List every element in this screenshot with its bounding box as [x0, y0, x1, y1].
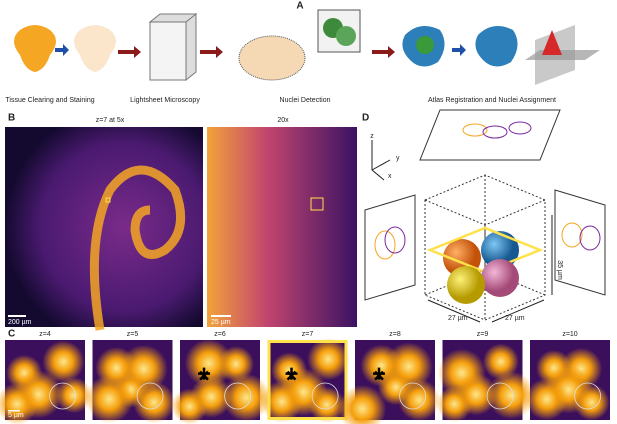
slice-label: z=6	[214, 331, 226, 338]
nucleus-blob	[42, 340, 85, 383]
nucleus-outline	[311, 382, 339, 410]
nuclei-cloud	[238, 35, 306, 81]
outline	[508, 121, 532, 135]
nucleus-outline	[486, 382, 514, 410]
nucleus-blob	[436, 386, 473, 422]
outline	[561, 222, 583, 248]
nucleus-blob	[308, 386, 345, 423]
axes-icon	[371, 140, 391, 181]
step-label: Lightsheet Microscopy	[130, 97, 200, 104]
nucleus-sphere	[481, 231, 519, 269]
slice-label: z=5	[127, 331, 139, 338]
asterisk	[198, 367, 210, 381]
brain-icon	[14, 25, 56, 72]
axis-label: x	[388, 173, 392, 180]
nucleus-blob	[338, 384, 387, 424]
atlas-region	[542, 30, 562, 55]
arrow	[200, 46, 223, 58]
atlas-region	[416, 36, 434, 54]
arrow	[372, 46, 395, 58]
arrow	[452, 44, 466, 56]
nucleus-blob	[55, 377, 92, 414]
dimension-arrow	[427, 215, 553, 323]
projection-plane	[419, 109, 561, 161]
outline	[462, 123, 488, 137]
cube	[424, 174, 546, 321]
nucleus-blob	[85, 375, 134, 424]
nucleus-outline	[49, 382, 76, 410]
highlight-frame	[267, 340, 348, 420]
image-20x	[207, 127, 357, 327]
panel-label: A	[296, 1, 303, 12]
nucleus-outline	[136, 382, 164, 410]
image-5x	[5, 127, 203, 327]
nucleus-blob	[184, 339, 233, 388]
cleared-brain-icon	[74, 25, 116, 72]
dimension-label: 27 µm	[448, 315, 468, 322]
step-label: Nuclei Detection	[280, 97, 331, 104]
nucleus-blob	[260, 380, 303, 423]
nucleus-blob	[307, 338, 350, 381]
nucleus-sphere	[447, 266, 485, 304]
arrow	[118, 46, 141, 58]
nucleus-blob	[525, 378, 568, 421]
slice-label: z=8	[389, 331, 401, 338]
projection-plane	[364, 194, 416, 301]
scale-bar	[211, 315, 231, 317]
nucleus-blob	[573, 384, 610, 421]
image-title: 20x	[277, 117, 289, 124]
nucleus	[336, 26, 356, 46]
step-label: Tissue Clearing and Staining	[5, 97, 94, 104]
nucleus-blob	[133, 381, 176, 424]
nucleus-blob	[482, 343, 519, 380]
asterisk	[285, 367, 298, 381]
image-title: z=7 at 5x	[96, 117, 125, 124]
scale-label: 200 µm	[8, 319, 32, 326]
outline	[579, 225, 601, 251]
step-label: Atlas Registration and Nuclei Assignment	[428, 97, 556, 104]
scale-bar	[8, 410, 20, 412]
axis-label: z	[370, 133, 374, 140]
panel-label: D	[362, 113, 369, 124]
panel-label: C	[8, 329, 15, 340]
nucleus-blob	[222, 373, 271, 422]
microscope-icon	[149, 21, 187, 81]
atlas-icon	[475, 26, 518, 67]
outline	[482, 125, 508, 139]
dimension-label: 27 µm	[505, 315, 525, 322]
nucleus-blob	[218, 346, 254, 382]
nucleus-blob	[0, 383, 38, 424]
zoom-marker	[105, 197, 111, 203]
nucleus-outline	[574, 382, 601, 410]
axis-label: y	[396, 155, 400, 162]
outline	[384, 226, 406, 254]
nucleus-blob	[398, 379, 440, 421]
slice-row: z=4 z=5 z=6 z=7 z=8 z=9 z=10 5 µm	[0, 331, 610, 424]
slice-label: z=7	[302, 331, 314, 338]
nucleus-blob	[171, 388, 208, 424]
nucleus-outline	[224, 382, 252, 410]
slice-plane	[426, 226, 544, 274]
microscope-box	[148, 12, 198, 82]
nucleus-outline	[399, 382, 427, 410]
scale-label: 5 µm	[8, 412, 24, 419]
slice-label: z=10	[562, 331, 577, 338]
tissue-band	[89, 165, 186, 331]
zoom-marker	[310, 197, 324, 211]
slice-label: z=9	[477, 331, 489, 338]
scale-label: 25 µm	[211, 319, 231, 326]
panel-label: B	[8, 113, 15, 124]
slice-label: z=4	[39, 331, 51, 338]
asterisk	[373, 367, 385, 381]
dimension-label: 35 µm	[556, 260, 563, 280]
outline	[374, 230, 396, 260]
scale-bar	[8, 315, 26, 317]
arrow	[55, 44, 69, 56]
nucleus-sphere	[481, 259, 519, 297]
